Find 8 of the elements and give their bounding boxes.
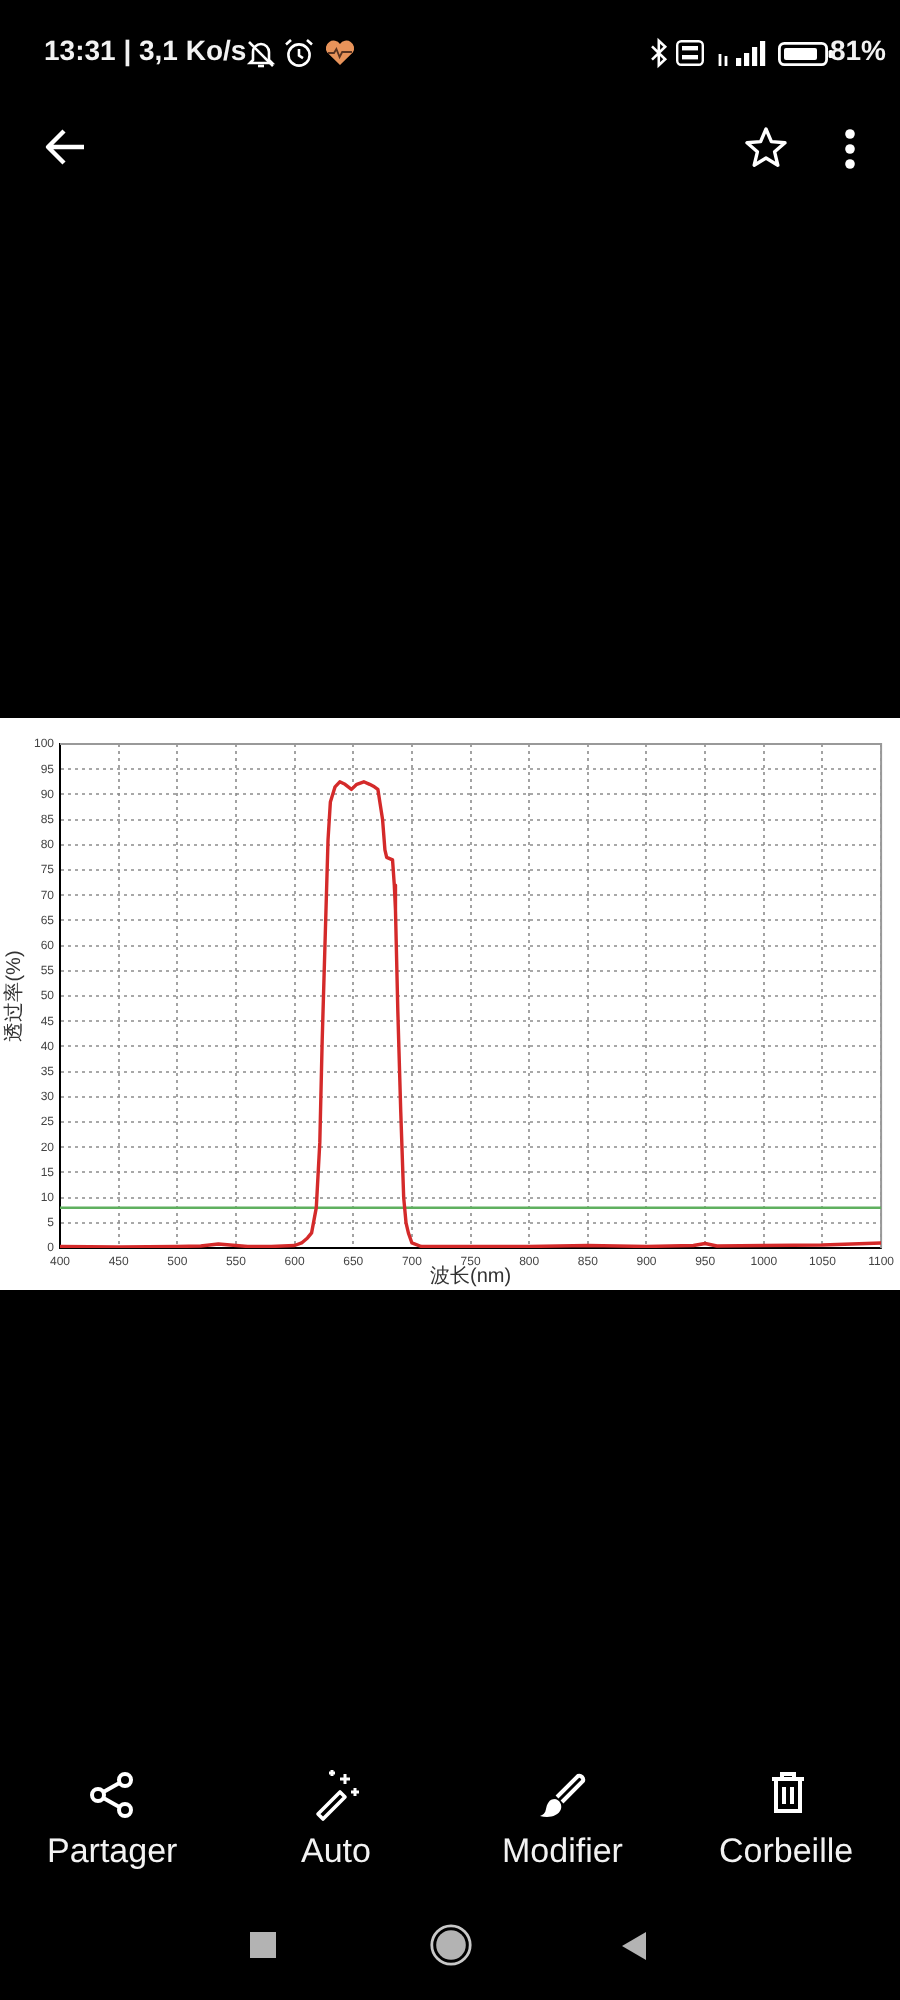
text: 13:31 | 3,1 Ko/s: [44, 34, 247, 66]
text: Modifier: [502, 1832, 623, 1870]
text: Corbeille: [719, 1832, 854, 1870]
y-axis-title: 透过率(%): [1, 950, 26, 1042]
x-axis-title: 波长(nm): [429, 1263, 512, 1288]
text: 81%: [829, 34, 886, 66]
text: Auto: [301, 1832, 371, 1870]
text: Partager: [47, 1832, 178, 1870]
